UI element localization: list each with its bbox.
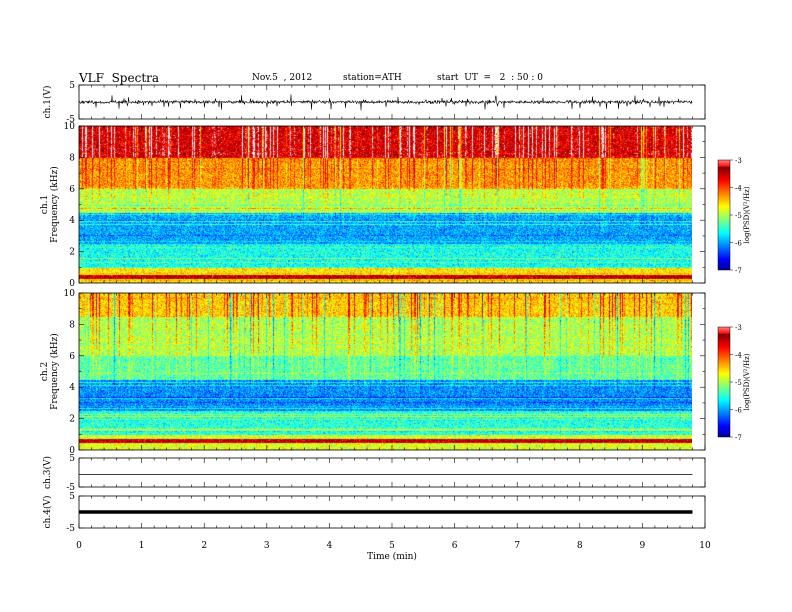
spectrogram-ch2-spectrogram: [79, 293, 692, 450]
y-tick-label: 8: [69, 320, 75, 330]
header-start-time: start UT = 2 : 50 : 0: [437, 73, 543, 83]
y-tick-label: 6: [69, 352, 75, 362]
y-tick-label: 2: [69, 415, 75, 425]
x-tick-label: 9: [640, 541, 646, 551]
x-tick-label: 1: [139, 541, 145, 551]
colorbar-tick-label: -4: [735, 185, 742, 193]
colorbar-tick-label: -7: [735, 434, 742, 442]
y-tick-label: -5: [66, 115, 75, 125]
x-tick-label: 8: [577, 541, 583, 551]
y-axis-label: ch.4(V): [42, 496, 53, 529]
y-tick-label: 4: [69, 383, 75, 393]
x-tick-label: 10: [699, 541, 711, 551]
x-axis-label: Time (min): [367, 551, 417, 562]
colorbar-ch1-spectrogram: [718, 160, 730, 270]
y-tick-label: -5: [66, 483, 75, 493]
y-tick-label: 4: [69, 216, 75, 226]
y-tick-label: -5: [66, 524, 75, 534]
x-tick-label: 0: [76, 541, 82, 551]
colorbar-tick-label: -5: [735, 379, 742, 387]
x-tick-label: 4: [327, 541, 333, 551]
colorbar-tick-label: -4: [735, 352, 742, 360]
y-axis-label: ch.2: [40, 362, 50, 381]
y-tick-label: 5: [69, 81, 75, 91]
header-date: Nov.5 , 2012: [252, 73, 313, 83]
y-tick-label: 6: [69, 185, 75, 195]
y-axis-label: Frequency (kHz): [49, 333, 60, 410]
y-tick-label: 2: [69, 248, 75, 258]
x-tick-label: 7: [514, 541, 520, 551]
waveform-trace-ch1-waveform: [78, 94, 693, 111]
y-tick-label: 5: [69, 492, 75, 502]
y-axis-label: ch.1: [40, 195, 50, 214]
x-tick-label: 6: [452, 541, 458, 551]
colorbar-ch2-spectrogram: [718, 327, 730, 437]
y-axis-label: ch.3(V): [42, 456, 53, 489]
y-tick-label: 0: [69, 446, 75, 456]
y-tick-label: 10: [64, 289, 76, 299]
colorbar-tick-label: -3: [735, 157, 742, 165]
y-axis-label: Frequency (kHz): [49, 166, 60, 243]
colorbar-tick-label: -7: [735, 267, 742, 275]
colorbar-tick-label: -6: [735, 240, 742, 248]
y-tick-label: 10: [64, 122, 76, 132]
y-tick-label: 0: [69, 279, 75, 289]
colorbar-tick-label: -3: [735, 324, 742, 332]
y-tick-label: 5: [69, 454, 75, 464]
figure-title: VLF Spectra: [79, 71, 160, 85]
x-tick-label: 5: [389, 541, 395, 551]
colorbar-tick-label: -5: [735, 212, 742, 220]
spectrogram-ch1-spectrogram: [79, 126, 692, 283]
x-tick-label: 3: [264, 541, 270, 551]
colorbar-tick-label: -6: [735, 407, 742, 415]
colorbar-label: log(PSD)(V²/Hz): [743, 353, 751, 410]
y-tick-label: 8: [69, 153, 75, 163]
x-tick-label: 2: [201, 541, 207, 551]
y-axis-label: ch.1(V): [42, 86, 53, 119]
header-station: station=ATH: [343, 73, 402, 83]
colorbar-label: log(PSD)(V²/Hz): [743, 186, 751, 243]
